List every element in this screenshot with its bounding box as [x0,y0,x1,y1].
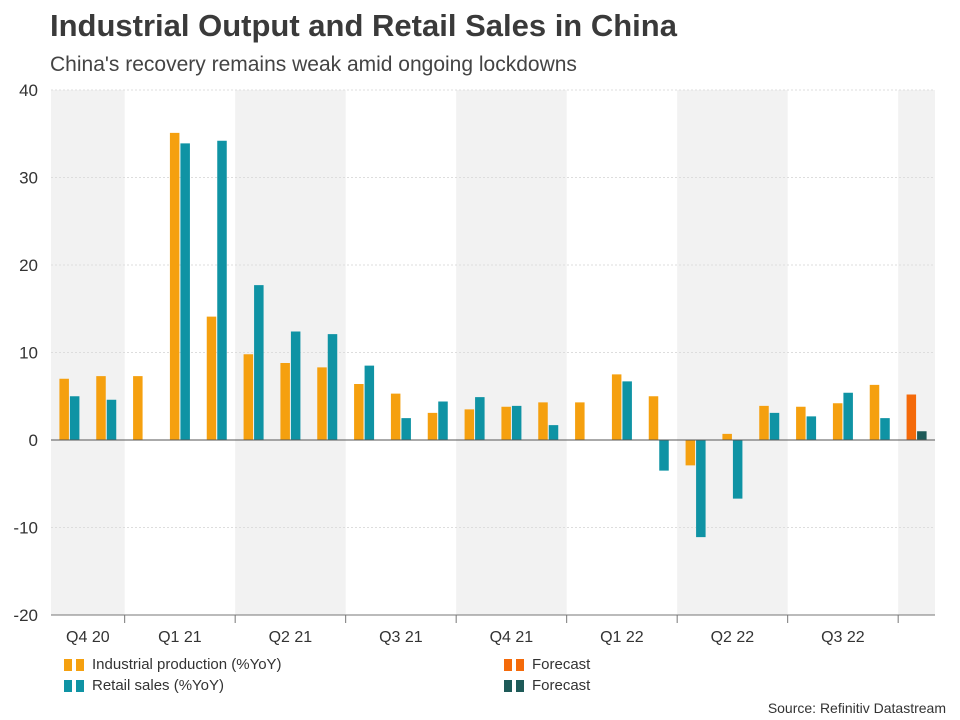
bar-industrial [832,403,843,440]
y-tick-label: -20 [13,606,38,625]
legend-swatch-retail [64,679,72,692]
bar-industrial [206,316,217,440]
bar-retail [843,392,853,440]
bar-retail [696,440,706,538]
bar-retail [401,418,411,440]
legend-swatch-industrial [64,658,72,671]
bar-industrial [427,412,438,440]
y-tick-label: 20 [19,256,38,275]
bar-retail [511,405,522,440]
bar-industrial [317,367,327,440]
bar-retail [217,140,227,440]
bar-retail [106,399,117,440]
bar-industrial [575,402,585,440]
bar-retail [622,381,632,440]
bar-retail [180,143,190,440]
bar-industrial [354,384,364,440]
bar-retail [548,425,559,440]
bar-retail [364,365,375,440]
bar-industrial [648,396,659,440]
legend-label-retail-forecast: Forecast [532,677,591,694]
legend-swatch-industrial-forecast-2 [516,658,524,671]
y-tick-label: 10 [19,344,38,363]
y-tick-label: 30 [19,169,38,188]
legend-item-industrial: Industrial production (%YoY) [64,656,282,673]
bar-retail [806,416,817,440]
source-note: Source: Refinitiv Datastream [767,700,946,716]
x-tick-label: Q3 22 [821,629,865,646]
bar-industrial [611,374,622,440]
bar-retail [438,401,448,440]
legend-item-retail-forecast: Forecast [504,677,590,694]
bar-industrial [685,440,696,466]
bar-industrial [906,394,917,440]
bar-retail [732,440,743,499]
bar-retail [290,331,301,440]
bar-retail [69,396,80,440]
y-tick-label: 40 [19,81,38,100]
legend-swatch-retail-forecast-2 [516,679,524,692]
bar-industrial [390,393,401,440]
bar-industrial [464,409,475,440]
legend-swatch-industrial-forecast [504,658,512,671]
chart-title: Industrial Output and Retail Sales in Ch… [50,8,677,43]
bar-retail [917,431,927,440]
x-tick-label: Q3 21 [379,629,423,646]
x-tick-label: Q1 21 [158,629,202,646]
x-tick-label: Q2 22 [711,629,755,646]
legend-label-retail: Retail sales (%YoY) [92,677,225,694]
bar-industrial [280,363,290,440]
x-tick-label: Q1 22 [600,629,644,646]
bar-industrial [538,402,548,440]
legend-swatch-retail-2 [76,679,84,692]
legend-swatch-industrial-2 [76,658,84,671]
bar-industrial [169,132,180,440]
legend-label-industrial: Industrial production (%YoY) [92,656,282,673]
bar-industrial [59,378,69,440]
bar-retail [769,412,780,440]
legend-label-industrial-forecast: Forecast [532,656,591,673]
bar-retail [659,440,669,471]
x-tick-label: Q4 20 [66,629,110,646]
bar-industrial [722,433,732,440]
y-tick-label: 0 [29,431,38,450]
bar-industrial [501,406,511,440]
bar-retail [880,418,890,440]
bar-retail [475,397,485,440]
bar-chart: -20 -10 0 10 20 30 40 Q4 20 Q1 21 Q2 21 Q3 21 Q4 21… [13,81,935,646]
bar-industrial [96,376,106,440]
y-tick-label: -10 [13,519,38,538]
bar-industrial [133,376,143,440]
bar-industrial [869,384,880,440]
legend-item-retail: Retail sales (%YoY) [64,677,224,694]
chart-subtitle: China's recovery remains weak amid ongoi… [50,53,577,76]
legend-item-industrial-forecast: Forecast [504,656,590,673]
bar-retail [327,334,338,440]
bar-industrial [243,354,254,440]
x-tick-label: Q2 21 [269,629,313,646]
legend-swatch-retail-forecast [504,679,512,692]
bar-retail [254,285,264,440]
x-tick-label: Q4 21 [490,629,534,646]
bar-industrial [759,405,769,440]
bar-industrial [796,406,806,440]
